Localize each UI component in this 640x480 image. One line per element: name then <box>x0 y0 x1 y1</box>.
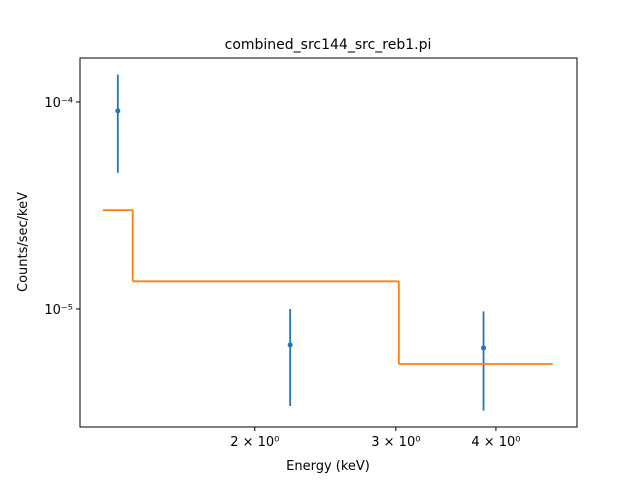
y-axis-label: Counts/sec/keV <box>16 192 31 292</box>
chart-title: combined_src144_src_reb1.pi <box>225 37 432 53</box>
y-tick-label: 10⁻⁵ <box>44 303 73 318</box>
data-point <box>481 345 487 351</box>
data-point <box>115 108 121 114</box>
x-tick-label: 4 × 10⁰ <box>471 435 520 450</box>
x-tick-label: 3 × 10⁰ <box>371 435 420 450</box>
y-tick-label: 10⁻⁴ <box>44 96 73 111</box>
data-point <box>287 342 293 348</box>
x-tick-label: 2 × 10⁰ <box>230 435 279 450</box>
plot-frame <box>79 57 578 428</box>
x-axis-label: Energy (keV) <box>286 459 370 474</box>
